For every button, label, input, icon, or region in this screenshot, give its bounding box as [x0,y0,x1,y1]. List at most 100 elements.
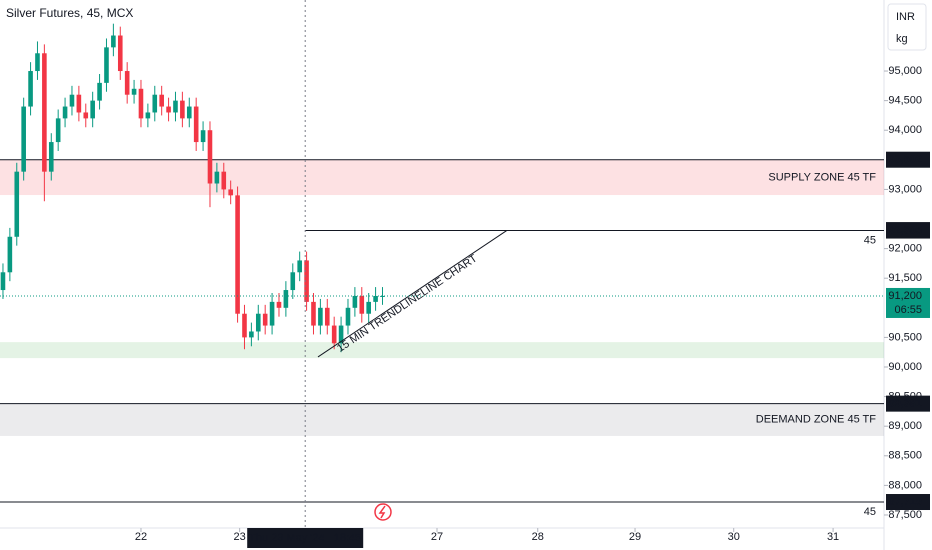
price-tag [886,151,930,168]
candle-body [380,295,385,297]
price-tag [886,494,930,511]
candle-body [193,106,199,143]
x-tick-label: 30 [728,531,740,543]
price-tag-label: 91,200 [888,290,922,302]
candle-body [35,53,40,72]
candle-body [104,47,109,83]
countdown: 06:55 [894,304,922,316]
candle-body [359,295,365,314]
candle-body [145,112,151,119]
x-tick-label: 23 [234,531,246,543]
candle-body [366,301,371,314]
y-tick-label: 93,000 [888,183,922,195]
price-tag [886,222,930,239]
candle-body [242,313,247,338]
trendline [317,230,507,358]
candle-body [62,106,68,119]
price-tag-label: 87,719 [888,496,922,508]
candle-body [55,118,61,143]
chart-title: Silver Futures, 45, MCX [6,6,133,20]
candle-body [311,301,316,326]
candle-body [111,35,116,48]
candle-body [76,94,82,113]
alert-icon[interactable] [374,503,392,521]
candle-body [117,35,123,72]
y-tick-label: 94,500 [888,95,922,107]
y-tick-label: 88,500 [888,450,922,462]
candle-body [228,189,233,196]
candle-body [352,295,358,308]
candle-body [283,290,289,308]
candle-body [373,295,378,302]
candle-body [262,313,268,326]
candle-body [28,71,33,107]
candle-body [269,301,275,326]
unit-label: INR [896,11,915,23]
unit-label: kg [896,33,908,45]
candle-body [186,106,192,119]
price-tag [886,287,930,318]
candle-body [124,71,130,95]
candle-body [290,272,296,291]
candle-body [200,130,206,143]
candle-body [42,53,47,172]
x-tick-label: 22 [135,531,147,543]
y-tick-label: 87,500 [888,509,922,521]
candle-body [166,106,171,113]
candle-body [83,112,89,119]
zone [0,159,884,196]
price-tag [886,395,930,412]
candle-body [249,331,254,338]
price-tag-label: 89,381 [888,398,922,410]
candle-body [324,307,330,326]
level-text: 45 [864,506,876,518]
y-tick-label: 92,000 [888,243,922,255]
candle-body [338,325,344,344]
candle-body [97,82,102,101]
y-tick-label: 90,500 [888,331,922,343]
zone [0,342,884,359]
x-tick-label: 29 [629,531,641,543]
y-tick-label: 95,000 [888,65,922,77]
crosshair-tag [247,528,364,548]
candle-body [131,88,137,95]
candle-body [159,94,164,107]
level-text: 45 [864,234,876,246]
candle-body [173,100,178,113]
price-tag-label: 93,502 [888,154,922,166]
candle-body [90,100,95,119]
candle-body [214,171,220,184]
candle-body [297,260,302,273]
zone-label: DEEMAND ZONE 45 TF [756,414,876,426]
candle-body [14,171,20,237]
y-tick-label: 89,000 [888,420,922,432]
candle-body [304,260,309,302]
y-tick-label: 88,000 [888,479,922,491]
y-tick-label: 91,500 [888,272,922,284]
x-tick-label: 27 [431,531,443,543]
candle-body [48,142,54,172]
y-tick-label: 90,000 [888,361,922,373]
candle-body [207,130,213,184]
candle-body [7,236,13,273]
candle-body [235,195,240,314]
price-tag-label: 92,305 [888,224,922,236]
x-tick-label: 31 [827,531,839,543]
zone [0,403,884,436]
crosshair-label: Thu 23 May '24 18:45 [249,532,361,544]
candle-body [331,325,337,344]
candle-body [69,94,75,107]
candle-body [318,307,323,326]
x-tick-label: 28 [532,531,544,543]
candle-body [138,88,144,119]
candle-body [345,307,351,326]
candle-body [21,106,26,172]
candle-body [255,313,261,332]
candle-body [0,272,6,291]
zone-label: SUPPLY ZONE 45 TF [768,171,876,183]
candle-body [221,171,227,190]
unit-box[interactable] [887,3,927,51]
